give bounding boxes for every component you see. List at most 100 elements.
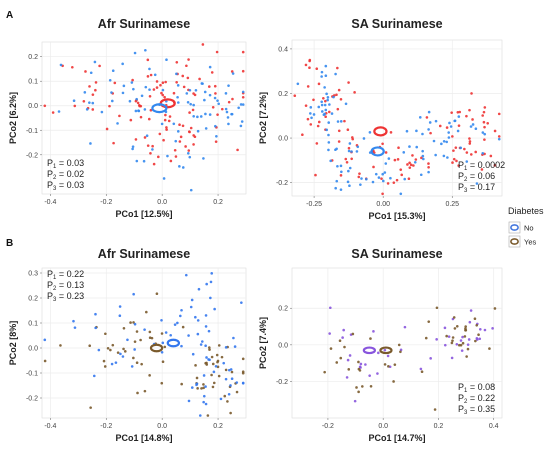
- data-point: [486, 121, 489, 125]
- data-point: [196, 332, 200, 336]
- data-point: [475, 337, 479, 340]
- data-point: [91, 93, 95, 96]
- legend-title: Diabetes: [508, 206, 544, 216]
- data-point: [216, 360, 219, 364]
- data-point: [208, 93, 212, 97]
- data-point: [452, 316, 456, 319]
- data-point: [176, 321, 179, 325]
- data-point: [230, 70, 234, 73]
- data-point: [160, 318, 163, 322]
- data-point: [420, 156, 423, 160]
- data-point: [148, 88, 151, 91]
- data-point: [190, 386, 194, 389]
- data-point: [164, 331, 168, 334]
- data-point: [110, 91, 113, 94]
- data-point: [466, 347, 470, 351]
- data-point: [230, 370, 234, 374]
- data-point: [147, 117, 151, 121]
- data-point: [174, 139, 178, 143]
- data-point: [161, 341, 165, 345]
- data-point: [153, 73, 157, 77]
- data-point: [372, 165, 375, 169]
- p-value-label: P1 = 0.03: [47, 158, 84, 170]
- data-point: [164, 113, 167, 117]
- data-point: [222, 361, 226, 365]
- x-tick-label: -0.2: [100, 199, 112, 206]
- data-point: [415, 129, 418, 133]
- data-point: [493, 164, 497, 167]
- data-point: [445, 126, 449, 129]
- data-point: [468, 320, 472, 324]
- data-point: [135, 330, 139, 333]
- data-point: [440, 142, 443, 146]
- y-tick-label: 0.2: [278, 91, 288, 98]
- data-point: [146, 58, 150, 62]
- data-point: [129, 118, 133, 122]
- series-2: [57, 48, 245, 192]
- data-point: [347, 81, 350, 84]
- data-point: [335, 93, 338, 97]
- data-point: [343, 119, 346, 123]
- data-point: [356, 145, 360, 149]
- y-tick-label: 0.1: [28, 79, 38, 86]
- data-point: [179, 135, 183, 139]
- data-point: [191, 108, 195, 112]
- x-axis-label: PCo1 [12.5%]: [115, 209, 172, 219]
- data-point: [173, 148, 177, 152]
- data-point: [389, 131, 393, 134]
- data-point: [455, 324, 459, 328]
- series-2: [323, 306, 497, 411]
- data-point: [322, 113, 326, 117]
- data-point: [187, 334, 190, 337]
- data-point: [197, 287, 201, 291]
- data-point: [160, 122, 164, 126]
- data-point: [148, 94, 152, 98]
- y-axis-label: PCo2 [6.2%]: [8, 92, 18, 144]
- data-point: [420, 370, 424, 374]
- data-point: [211, 362, 215, 366]
- data-point: [215, 50, 219, 54]
- data-point: [360, 177, 363, 180]
- data-point: [43, 338, 47, 342]
- data-point: [93, 60, 97, 64]
- series-2: [296, 64, 501, 196]
- data-point: [309, 112, 312, 115]
- data-point: [317, 105, 321, 109]
- data-point: [339, 174, 343, 177]
- data-point: [336, 66, 339, 70]
- data-point: [433, 408, 437, 411]
- data-point: [129, 321, 132, 324]
- data-point: [106, 346, 110, 350]
- y-axis-label: PCo2 [7.4%]: [258, 317, 268, 369]
- data-point: [399, 192, 403, 196]
- data-point: [59, 344, 62, 347]
- y-tick-label: 0.1: [28, 321, 38, 328]
- data-point: [143, 389, 147, 393]
- data-point: [339, 356, 343, 360]
- data-point: [397, 146, 400, 149]
- data-point: [324, 99, 327, 103]
- data-point: [392, 380, 395, 383]
- data-point: [427, 165, 430, 169]
- data-point: [427, 110, 431, 114]
- data-point: [304, 104, 308, 107]
- data-point: [337, 140, 341, 143]
- data-point: [372, 330, 375, 333]
- data-point: [346, 180, 350, 184]
- data-point: [187, 130, 191, 133]
- data-point: [189, 102, 192, 106]
- data-point: [145, 134, 149, 138]
- data-point: [231, 72, 235, 75]
- data-point: [328, 332, 331, 335]
- data-point: [427, 170, 430, 174]
- data-point: [113, 81, 117, 85]
- data-point: [73, 104, 77, 108]
- chart-title: SA Surinamese: [351, 247, 442, 261]
- data-point: [112, 141, 115, 145]
- data-point: [149, 73, 153, 77]
- data-point: [217, 344, 221, 347]
- p-value-label: P2 = 0.22: [458, 393, 495, 405]
- data-point: [460, 349, 464, 352]
- data-point: [206, 414, 210, 417]
- data-point: [473, 317, 477, 321]
